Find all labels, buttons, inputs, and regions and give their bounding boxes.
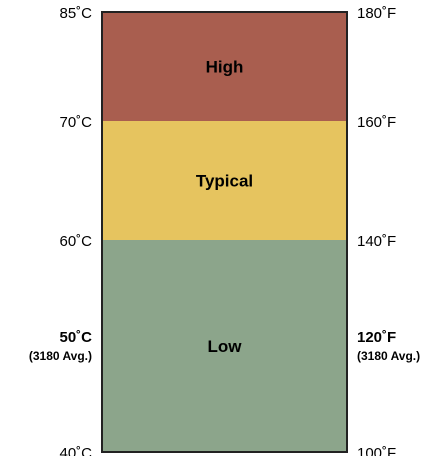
average-right-note: (3180 Avg.) bbox=[357, 349, 420, 363]
average-left-value: 50˚C bbox=[59, 329, 92, 346]
left-tick-label-40: 40˚C bbox=[59, 445, 92, 456]
right-tick-label-85: 180˚F bbox=[357, 5, 396, 22]
left-tick-label-85: 85˚C bbox=[59, 5, 92, 22]
band-label-high: High bbox=[206, 58, 244, 77]
right-tick-label-70: 160˚F bbox=[357, 114, 396, 131]
right-tick-label-60: 140˚F bbox=[357, 233, 396, 250]
band-group bbox=[102, 12, 347, 452]
average-annotation: 50˚C (3180 Avg.) 120˚F (3180 Avg.) bbox=[29, 329, 420, 363]
average-left-note: (3180 Avg.) bbox=[29, 349, 92, 363]
left-tick-label-60: 60˚C bbox=[59, 233, 92, 250]
band-high bbox=[102, 12, 347, 121]
band-label-low: Low bbox=[208, 337, 243, 356]
chart-frame bbox=[101, 11, 348, 453]
band-low bbox=[102, 240, 347, 452]
right-tick-label-40: 100˚F bbox=[357, 445, 396, 456]
band-label-group: High Typical Low bbox=[196, 58, 253, 357]
band-label-typical: Typical bbox=[196, 172, 253, 191]
average-right-value: 120˚F bbox=[357, 329, 396, 346]
band-typical bbox=[102, 121, 347, 240]
left-tick-label-70: 70˚C bbox=[59, 114, 92, 131]
tick-group: 85˚C 70˚C 60˚C 40˚C 180˚F 160˚F 140˚F 100˚F bbox=[59, 5, 396, 456]
